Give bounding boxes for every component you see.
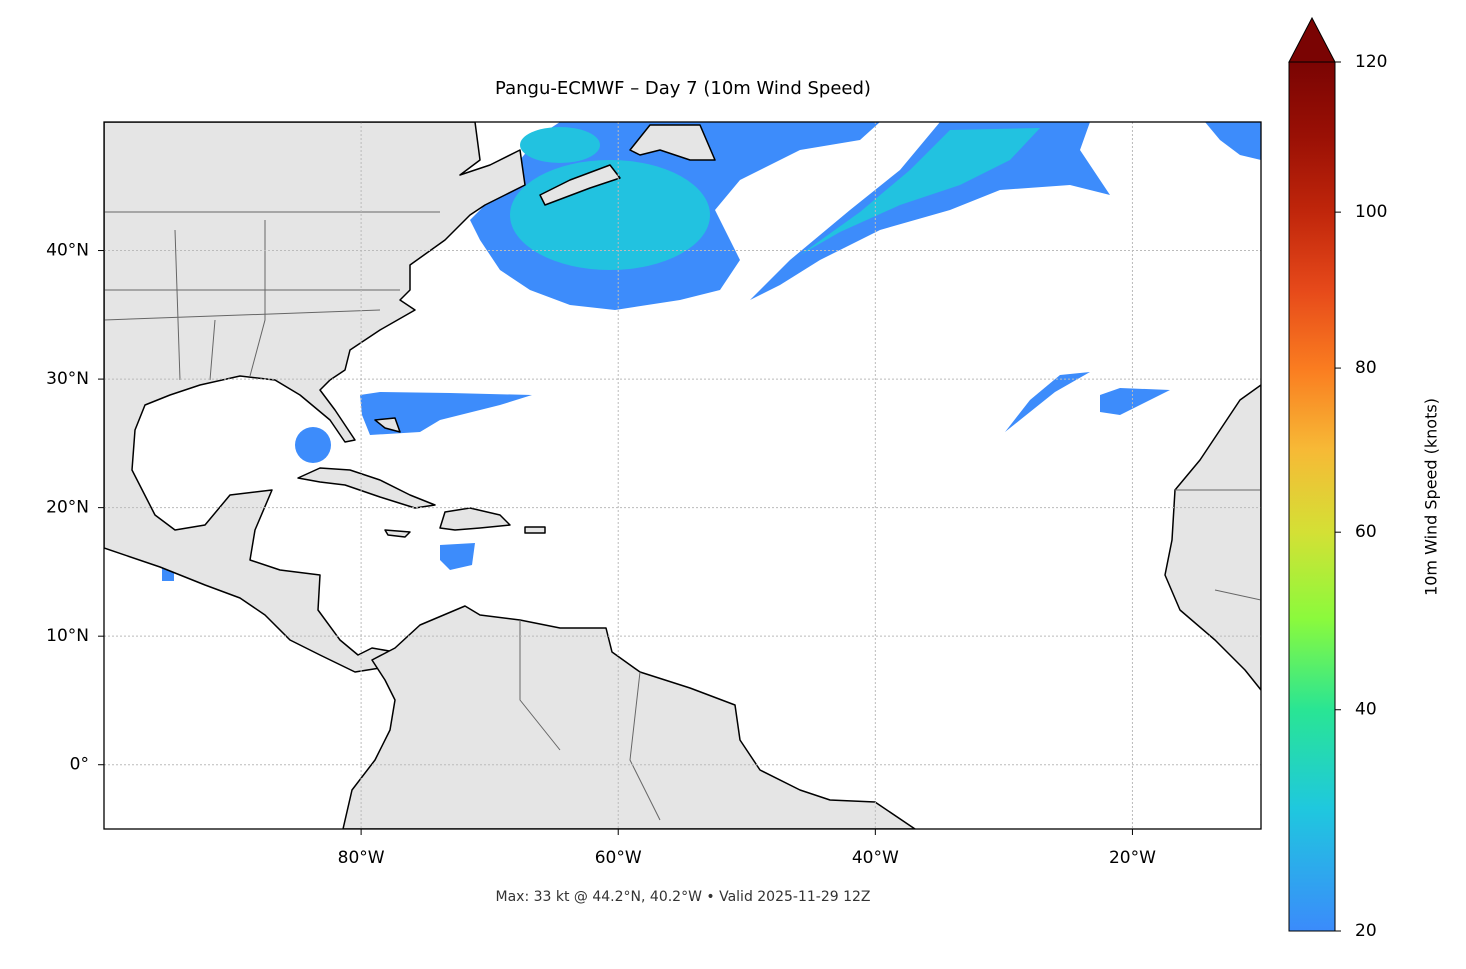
colorbar-bar <box>1289 62 1335 931</box>
chart-title: Pangu-ECMWF – Day 7 (10m Wind Speed) <box>495 78 871 99</box>
colorbar-tick-label: 80 <box>1355 358 1377 378</box>
plot-frame <box>103 121 1262 830</box>
y-tick-label: 0° <box>70 755 89 775</box>
x-tick-label: 80°W <box>338 848 385 868</box>
footnote: Max: 33 kt @ 44.2°N, 40.2°W • Valid 2025… <box>496 889 871 905</box>
y-tick-label: 20°N <box>46 498 89 518</box>
colorbar-tick-label: 40 <box>1355 700 1377 720</box>
colorbar-tick-label: 60 <box>1355 522 1377 542</box>
x-tick-label: 40°W <box>852 848 899 868</box>
y-tick-label: 10°N <box>46 626 89 646</box>
colorbar-label: 10m Wind Speed (knots) <box>1422 398 1441 596</box>
wind-field <box>162 122 1261 581</box>
colorbar-tick-label: 120 <box>1355 52 1387 72</box>
grid: 80°W 60°W 40°W 20°W 0° 10°N 20°N 30°N 40°N <box>46 122 1261 868</box>
colorbar-tick-label: 100 <box>1355 202 1387 222</box>
map-layer <box>104 122 1261 829</box>
x-tick-label: 60°W <box>595 848 642 868</box>
colorbar-tick-label: 20 <box>1355 921 1377 941</box>
x-tick-label: 20°W <box>1109 848 1156 868</box>
y-tick-label: 40°N <box>46 241 89 261</box>
land <box>104 122 1261 829</box>
colorbar-extend <box>1288 16 1336 63</box>
colorbar-frame <box>1288 61 1336 932</box>
colorbar: 20 40 60 80 100 120 <box>1288 16 1387 941</box>
y-tick-label: 30°N <box>46 369 89 389</box>
